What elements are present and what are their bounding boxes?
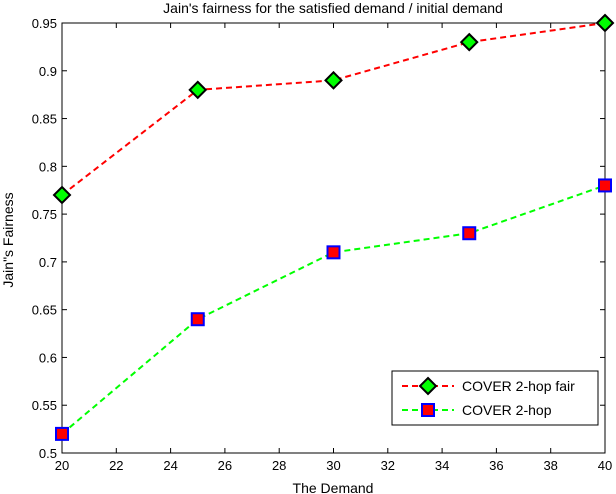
y-tick-label: 0.65 — [32, 303, 57, 318]
x-tick-label: 38 — [543, 458, 557, 473]
x-tick-label: 22 — [109, 458, 123, 473]
series-1-point — [459, 32, 479, 52]
y-tick-label: 0.95 — [32, 16, 57, 31]
y-tick-label: 0.85 — [32, 112, 57, 127]
series-2-point — [598, 178, 612, 193]
x-tick-label: 20 — [55, 458, 69, 473]
y-tick-label: 0.6 — [39, 350, 57, 365]
x-tick-label: 26 — [218, 458, 232, 473]
x-tick-label: 40 — [598, 458, 612, 473]
y-tick-label: 0.7 — [39, 255, 57, 270]
x-tick-label: 28 — [272, 458, 286, 473]
x-axis-title: The Demand — [293, 480, 374, 494]
x-tick-label: 34 — [435, 458, 449, 473]
series-1-point — [595, 13, 615, 33]
legend-label-2: COVER 2-hop — [462, 402, 552, 418]
series-line-1 — [61, 22, 606, 196]
x-tick-label: 30 — [326, 458, 340, 473]
series-2-point — [190, 312, 205, 327]
series-line-2 — [61, 184, 606, 435]
y-tick-label: 0.5 — [39, 446, 57, 461]
legend-label-1: COVER 2-hop fair — [462, 378, 575, 394]
x-tick-label: 36 — [489, 458, 503, 473]
x-tick-label: 24 — [163, 458, 177, 473]
y-tick-label: 0.75 — [32, 207, 57, 222]
series-1-point — [324, 70, 343, 90]
y-tick-label: 0.8 — [39, 159, 57, 174]
chart-title: Jain's fairness for the satisfied demand… — [163, 0, 503, 16]
plot-area: 20 22 24 26 28 30 32 34 36 38 40 0.5 0.55 0.6 0.65 0.7 0… — [32, 13, 615, 473]
x-tick-label: 32 — [381, 458, 395, 473]
y-axis-title: Jain"s Fairness — [0, 192, 16, 287]
series-1-point — [188, 80, 208, 100]
series-2-point — [462, 226, 477, 241]
legend-marker-2 — [421, 403, 435, 417]
y-tick-label: 0.55 — [32, 398, 57, 413]
series-2-point — [55, 426, 69, 441]
y-tick-label: 0.9 — [39, 64, 57, 79]
series-2-point — [326, 245, 341, 260]
series-1-point — [52, 185, 72, 205]
legend-marker-1 — [418, 376, 438, 396]
